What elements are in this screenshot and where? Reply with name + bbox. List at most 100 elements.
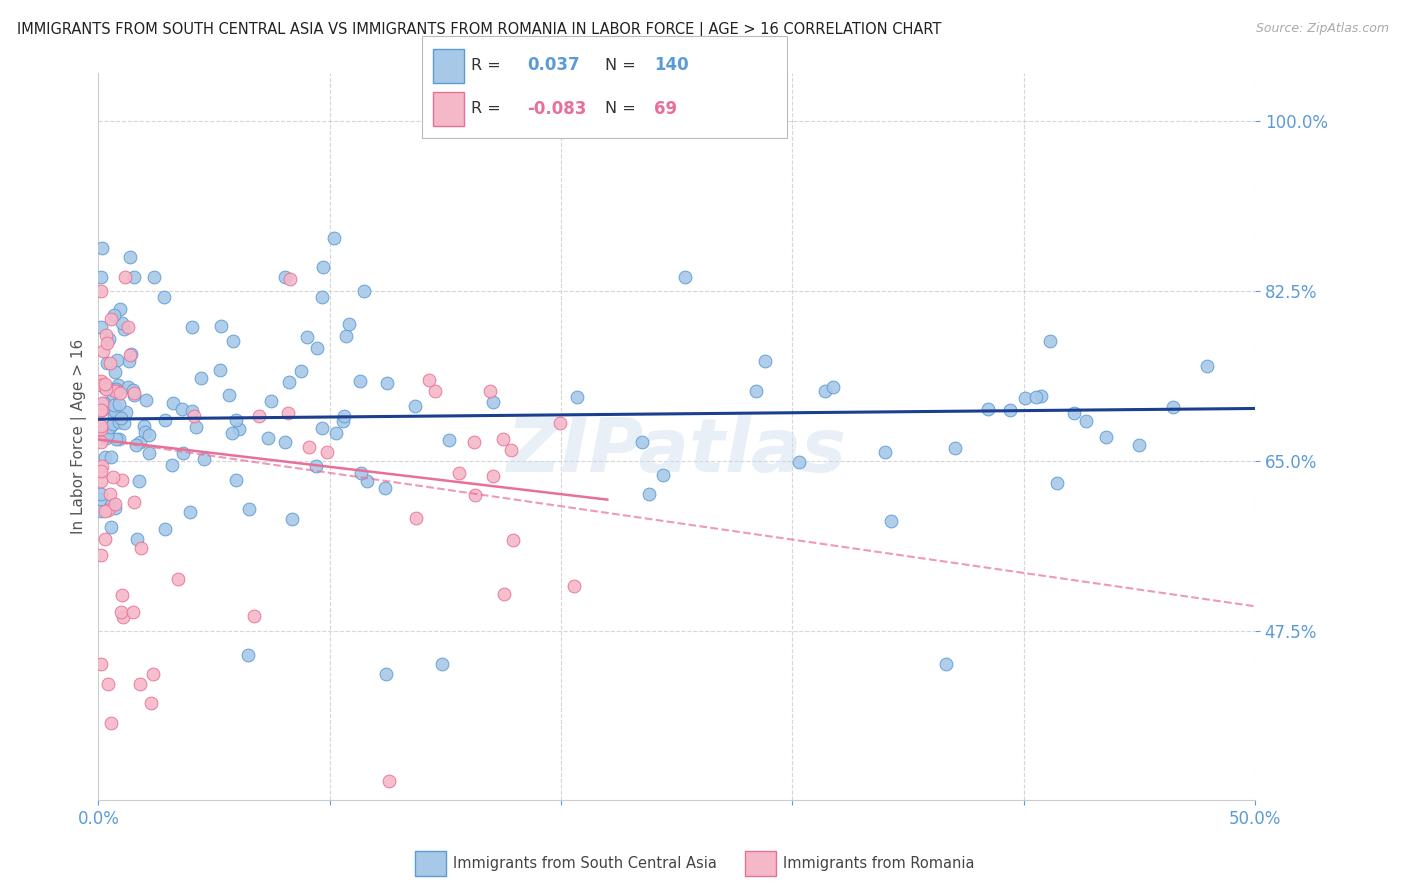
Point <box>105 382 128 396</box>
Point <box>94 431 117 445</box>
Point <box>112 416 135 430</box>
Point <box>186 420 208 434</box>
Point <box>935 657 957 672</box>
Point <box>256 431 278 445</box>
Text: Immigrants from Romania: Immigrants from Romania <box>783 856 974 871</box>
Point <box>103 417 125 432</box>
Point <box>122 269 145 284</box>
Point <box>190 371 212 385</box>
Point <box>100 498 122 512</box>
Point <box>90 434 112 449</box>
Point <box>170 401 193 416</box>
Point <box>787 455 810 469</box>
Point <box>209 318 232 333</box>
Point <box>813 384 835 399</box>
Point <box>97 332 120 346</box>
Text: Immigrants from South Central Asia: Immigrants from South Central Asia <box>453 856 717 871</box>
Point <box>105 353 128 368</box>
Point <box>97 503 120 517</box>
Point <box>821 380 844 394</box>
Point <box>90 403 112 417</box>
Point <box>121 384 143 398</box>
Point <box>404 399 426 413</box>
Point <box>297 330 319 344</box>
Point <box>94 377 117 392</box>
Point <box>183 409 205 423</box>
Point <box>238 648 260 662</box>
Text: R =: R = <box>471 102 501 116</box>
Point <box>1195 359 1218 373</box>
Point <box>311 420 333 434</box>
Point <box>225 413 247 427</box>
Point <box>111 316 134 330</box>
Point <box>325 426 347 441</box>
Point <box>108 410 131 425</box>
Point <box>91 240 114 254</box>
Point <box>135 392 157 407</box>
Point <box>652 467 675 482</box>
Point <box>482 395 505 409</box>
Point <box>107 410 129 425</box>
Point <box>1161 401 1184 415</box>
Point <box>259 394 281 409</box>
Point <box>1063 405 1085 419</box>
Point <box>104 433 127 447</box>
Point <box>117 380 139 394</box>
Point <box>562 579 585 593</box>
Point <box>90 269 112 284</box>
Point <box>90 377 112 392</box>
Point <box>96 336 118 351</box>
Point <box>129 541 152 555</box>
Point <box>139 696 162 710</box>
Point <box>90 657 112 672</box>
Point <box>745 384 768 399</box>
Point <box>638 487 661 501</box>
Point <box>103 409 125 423</box>
Point <box>305 341 328 355</box>
Point <box>94 532 117 546</box>
Point <box>209 362 232 376</box>
Point <box>98 355 121 369</box>
Point <box>305 459 328 474</box>
Point <box>108 432 131 446</box>
Point <box>290 364 312 378</box>
Point <box>111 609 134 624</box>
Point <box>193 452 215 467</box>
Point <box>218 388 240 402</box>
Point <box>103 470 125 484</box>
Point <box>298 440 321 454</box>
Point <box>111 588 134 602</box>
Point <box>104 365 127 379</box>
Point <box>93 344 115 359</box>
Point <box>122 388 145 402</box>
Point <box>90 403 112 417</box>
Point <box>153 290 176 304</box>
Point <box>494 587 516 601</box>
Text: 0.037: 0.037 <box>527 56 579 74</box>
Point <box>243 608 266 623</box>
Point <box>90 419 112 434</box>
Point <box>332 414 354 428</box>
Point <box>274 435 297 450</box>
Point <box>430 657 453 672</box>
Point <box>100 486 122 500</box>
Point <box>418 373 440 387</box>
Point <box>221 426 243 441</box>
Point <box>630 434 652 449</box>
Point <box>153 522 176 536</box>
Point <box>567 390 589 404</box>
Point <box>873 444 896 458</box>
Point <box>94 382 117 396</box>
Point <box>118 348 141 362</box>
Point <box>112 322 135 336</box>
Point <box>122 605 145 619</box>
Point <box>880 514 903 528</box>
Point <box>100 384 122 398</box>
Point <box>94 504 117 518</box>
Point <box>103 308 125 322</box>
Point <box>378 773 401 788</box>
Point <box>349 374 371 388</box>
Point <box>142 269 165 284</box>
Point <box>179 505 201 519</box>
Point <box>943 441 966 455</box>
